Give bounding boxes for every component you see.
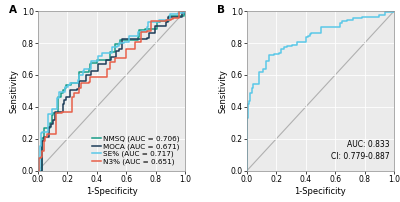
Text: B: B [218, 5, 226, 15]
Legend: NMSQ (AUC = 0.706), MOCA (AUC = 0.671), SE% (AUC = 0.717), N3% (AUC = 0.651): NMSQ (AUC = 0.706), MOCA (AUC = 0.671), … [90, 133, 182, 167]
Text: AUC: 0.833
CI: 0.779-0.887: AUC: 0.833 CI: 0.779-0.887 [331, 140, 390, 161]
X-axis label: 1-Specificity: 1-Specificity [294, 187, 346, 196]
Text: A: A [8, 5, 16, 15]
Y-axis label: Sensitivity: Sensitivity [219, 69, 228, 113]
Y-axis label: Sensitivity: Sensitivity [10, 69, 19, 113]
X-axis label: 1-Specificity: 1-Specificity [86, 187, 138, 196]
